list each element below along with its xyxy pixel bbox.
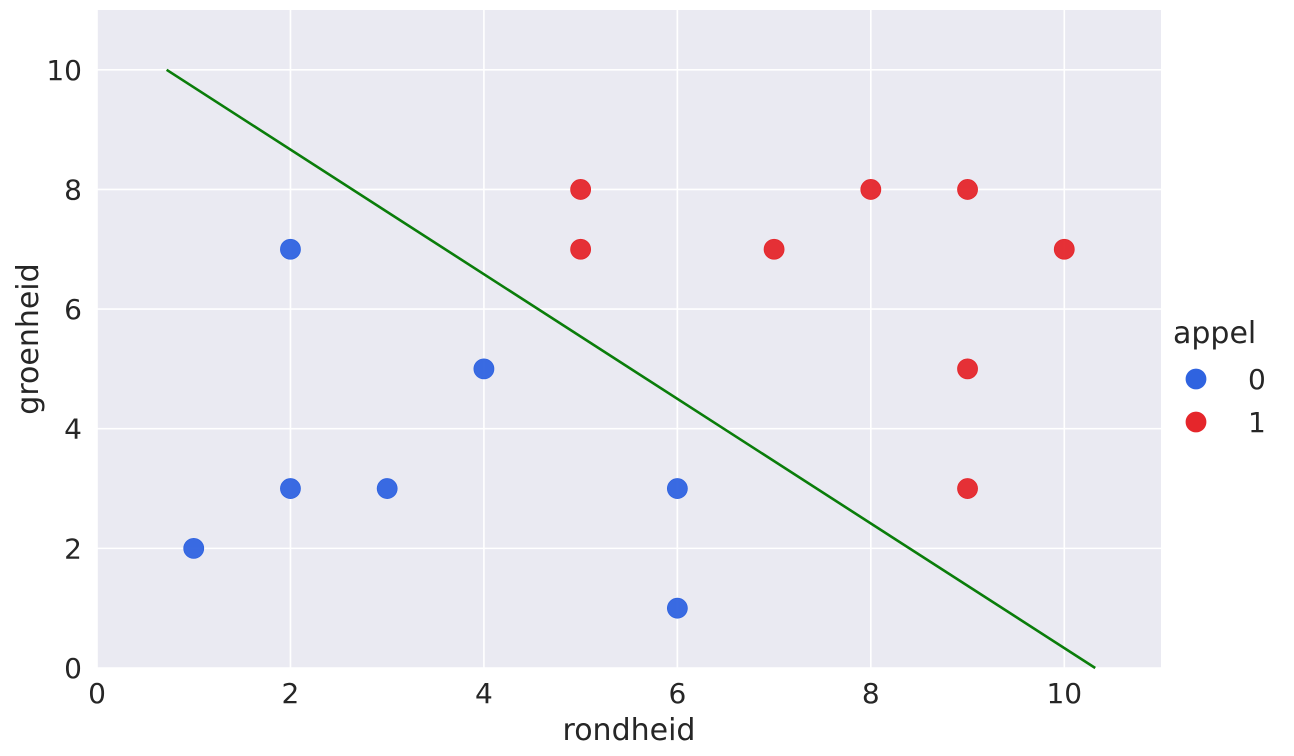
- legend-items: 01: [1185, 363, 1266, 439]
- point-class-0: [183, 537, 205, 559]
- y-axis-label: groenheid: [11, 263, 46, 414]
- legend: appel 01: [1173, 316, 1266, 439]
- point-class-0: [376, 478, 398, 499]
- point-class-1: [860, 179, 882, 200]
- point-class-0: [280, 478, 301, 499]
- point-class-1: [957, 478, 978, 499]
- y-tick-label: 2: [64, 532, 82, 565]
- boundary-line: [165, 68, 1096, 670]
- legend-label-1: 1: [1248, 406, 1266, 439]
- grid-lines: [96, 10, 1161, 669]
- point-class-0: [666, 597, 688, 619]
- point-class-1: [763, 238, 785, 260]
- point-class-0: [666, 478, 688, 499]
- point-class-0: [473, 358, 495, 380]
- y-tick-label: 10: [46, 54, 82, 87]
- legend-marker-1: [1185, 411, 1207, 433]
- legend-label-0: 0: [1248, 363, 1266, 396]
- x-tick-label: 0: [88, 677, 106, 710]
- data-points: [183, 179, 1075, 619]
- point-class-0: [280, 238, 301, 260]
- point-class-1: [957, 179, 978, 200]
- x-tick-label: 4: [475, 677, 493, 710]
- point-class-1: [570, 179, 592, 200]
- point-class-1: [570, 238, 592, 260]
- y-tick-labels: 0 2 4 6 8 10: [46, 54, 82, 685]
- point-class-1: [957, 358, 978, 380]
- y-tick-label: 0: [64, 652, 82, 685]
- x-axis-label: rondheid: [563, 713, 696, 748]
- decision-boundary: [165, 68, 1096, 670]
- legend-marker-0: [1185, 368, 1207, 390]
- y-tick-label: 6: [64, 293, 82, 326]
- point-class-1: [1053, 238, 1075, 260]
- y-tick-label: 4: [64, 413, 82, 446]
- x-tick-label: 2: [282, 677, 300, 710]
- x-tick-labels: 0 2 4 6 8 10: [88, 677, 1082, 710]
- x-tick-label: 8: [862, 677, 880, 710]
- legend-title: appel: [1173, 316, 1256, 351]
- x-tick-label: 6: [668, 677, 686, 710]
- plot-area: [97, 10, 1161, 668]
- y-tick-label: 8: [64, 173, 82, 206]
- x-tick-label: 10: [1046, 677, 1082, 710]
